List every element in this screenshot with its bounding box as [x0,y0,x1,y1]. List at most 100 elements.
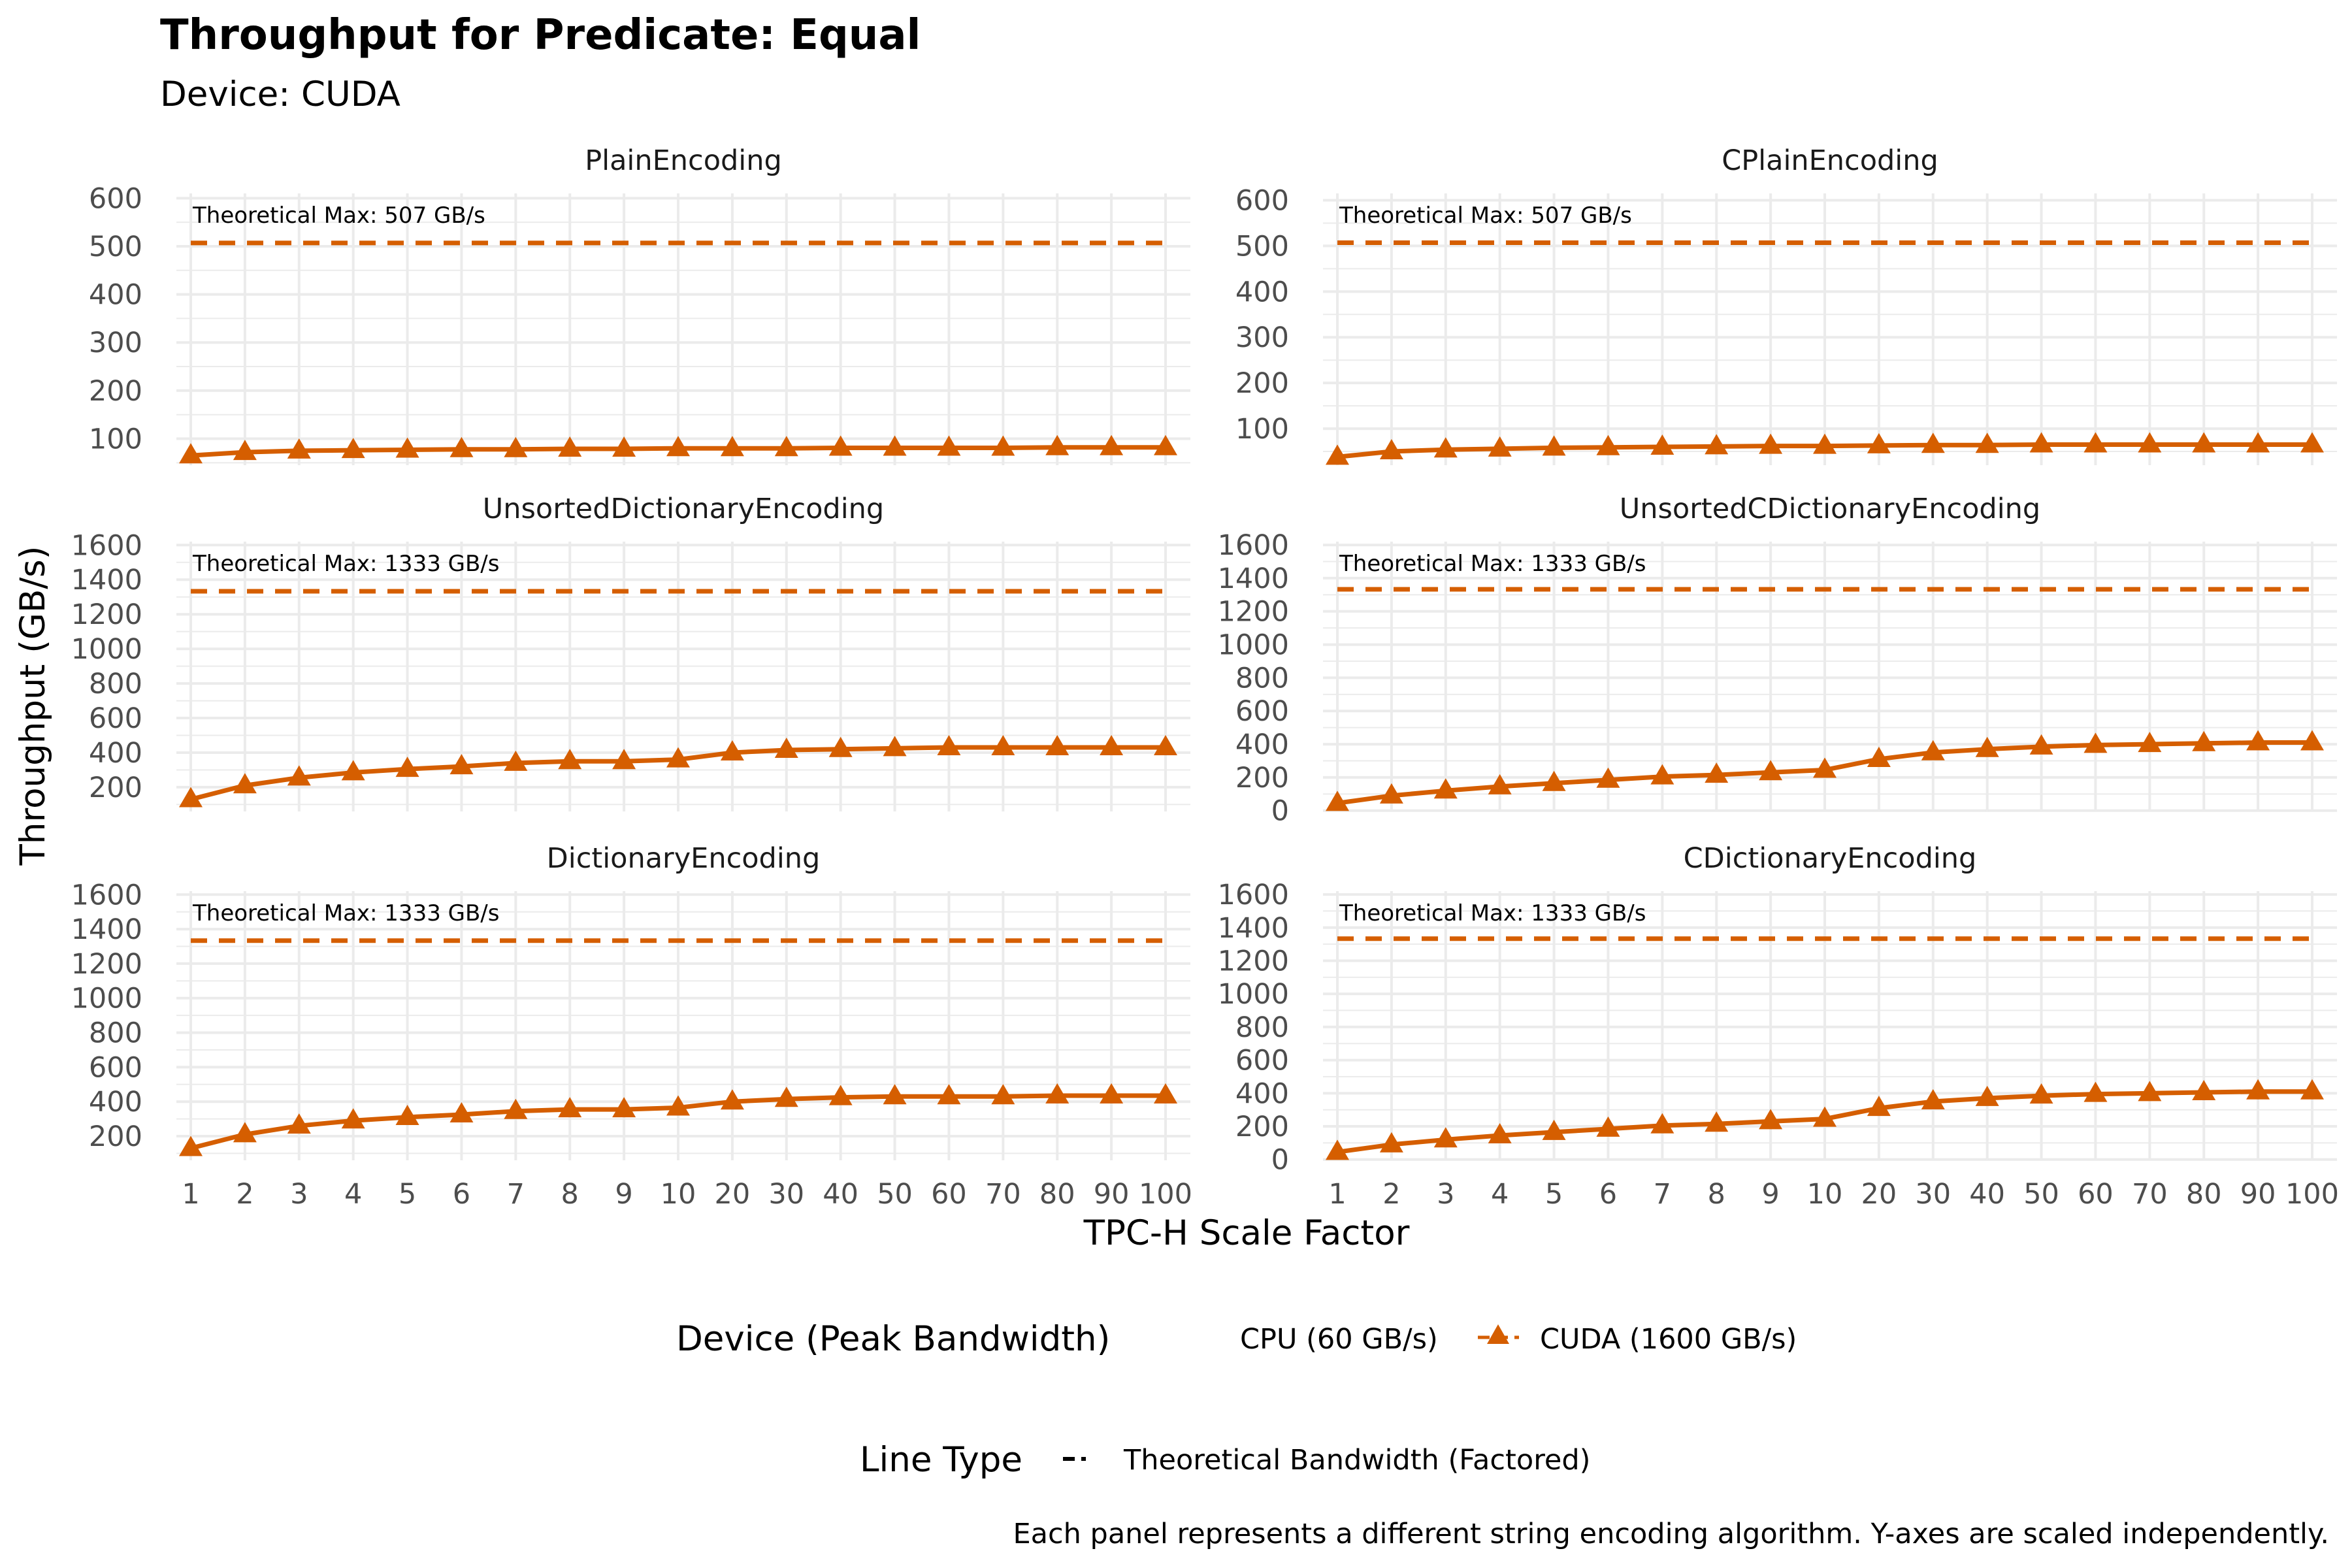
data-point [1650,764,1674,785]
y-tick-label: 200 [89,375,142,408]
x-tick-label: 7 [507,1178,525,1211]
data-point [1867,746,1891,767]
y-tick-label: 400 [1235,1077,1289,1110]
y-tick-label: 1000 [71,983,142,1015]
data-point [666,436,690,457]
data-point [1596,1116,1620,1137]
data-point [287,1113,311,1134]
panel-title: CDictionaryEncoding [1684,842,1977,875]
x-tick-label: 80 [1039,1178,1075,1211]
data-point [1596,434,1620,455]
data-point [1921,1088,1945,1109]
y-tick-label: 400 [1235,276,1289,308]
data-point [2029,1083,2053,1104]
x-tick-label: 50 [2023,1178,2059,1211]
panel-CPlainEncoding: 100 200 300 400 500 600 CPlainEncoding Theoreti… [1235,144,2337,465]
y-tick-label: 600 [89,1051,142,1084]
y-tick-label: 1400 [71,913,142,946]
data-point [883,435,907,456]
caption: Each panel represents a different string… [1013,1518,2329,1550]
data-point [341,760,365,781]
y-tick-label: 200 [89,1120,142,1153]
data-point [612,1097,636,1118]
y-tick-label: 300 [1235,321,1289,354]
x-tick-label: 40 [1969,1178,2005,1211]
data-point [2246,432,2270,453]
y-tick-label: 1400 [1218,912,1289,945]
theoretical-max-annotation: Theoretical Max: 1333 GB/s [192,551,499,577]
y-tick-label: 200 [1235,367,1289,400]
data-point [1154,1083,1177,1103]
data-point [2083,732,2108,753]
data-point [1326,791,1349,811]
theoretical-max-annotation: Theoretical Max: 1333 GB/s [192,900,499,926]
data-point [612,436,636,457]
data-point [2138,432,2162,453]
legend-key-cuda-marker [1487,1324,1509,1344]
y-tick-label: 800 [89,1017,142,1050]
data-point [504,1098,528,1119]
x-tick-label: 10 [1807,1178,1843,1211]
y-tick-label: 1600 [1218,529,1289,562]
legend-device: Device (Peak Bandwidth) CPU (60 GB/s) CU… [676,1319,1797,1359]
y-axis-title: Throughput (GB/s) [13,546,53,866]
x-tick-label: 8 [561,1178,579,1211]
data-point [2300,1079,2324,1100]
data-point [1759,1109,1783,1130]
data-point [720,740,744,760]
data-point [558,749,582,770]
data-point [2300,432,2324,453]
data-point [1650,434,1674,455]
data-point [1154,735,1177,756]
data-point [1379,783,1403,804]
data-point [558,436,582,457]
data-point [2246,1079,2270,1100]
y-tick-label: 800 [1235,1011,1289,1044]
x-tick-label: 7 [1654,1178,1671,1211]
data-point [1867,1096,1891,1117]
x-tick-label: 20 [1861,1178,1897,1211]
panel-title: CPlainEncoding [1722,144,1938,177]
x-tick-label: 3 [1437,1178,1454,1211]
data-point [287,765,311,786]
data-point [287,438,311,459]
y-tick-label: 600 [1235,184,1289,217]
data-point [179,1135,203,1156]
data-point [991,735,1015,756]
data-point [1921,433,1945,453]
data-point [2192,432,2216,453]
y-tick-label: 100 [89,423,142,456]
data-point [720,436,744,457]
y-tick-label: 1000 [71,633,142,666]
y-tick-label: 1000 [1218,978,1289,1011]
y-tick-label: 1600 [71,879,142,911]
data-point [2246,730,2270,751]
data-point [1326,1139,1349,1160]
panel-title: PlainEncoding [585,144,782,177]
data-point [1379,1132,1403,1152]
data-point [1433,778,1458,799]
x-tick-label: 70 [2132,1178,2168,1211]
data-point [1867,433,1891,453]
y-tick-label: 100 [1235,413,1289,446]
data-point [179,443,203,464]
x-tick-label: 20 [715,1178,751,1211]
data-point [1045,1083,1070,1103]
y-tick-label: 600 [1235,1045,1289,1077]
y-tick-label: 1200 [71,598,142,631]
x-tick-label: 90 [2240,1178,2276,1211]
y-tick-label: 1200 [1218,945,1289,977]
x-tick-label: 6 [1599,1178,1617,1211]
y-tick-label: 200 [1235,762,1289,794]
y-tick-label: 200 [89,772,142,804]
data-point [1045,735,1070,756]
y-tick-label: 1000 [1218,629,1289,662]
data-point [1154,434,1177,455]
legend-item-cuda-label: CUDA (1600 GB/s) [1540,1323,1797,1356]
data-point [937,1084,961,1105]
data-point [233,1122,257,1143]
data-point [504,436,528,457]
data-point [1759,760,1783,781]
y-tick-label: 200 [1235,1111,1289,1143]
